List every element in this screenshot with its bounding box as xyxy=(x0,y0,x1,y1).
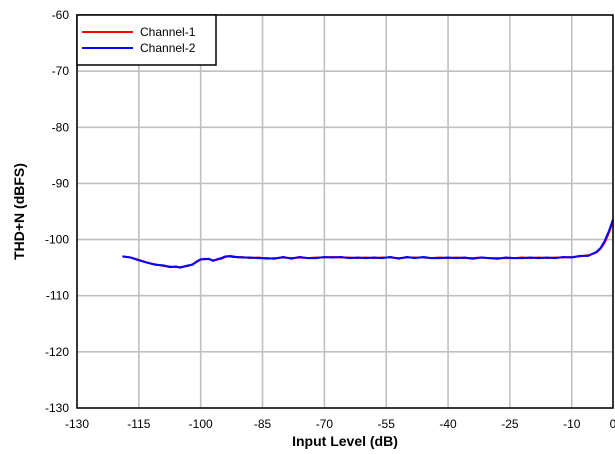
x-axis-ticks: -130 -115 -100 -85 -70 -55 -40 -25 -10 0 xyxy=(65,417,615,431)
y-tick-label: -100 xyxy=(45,233,69,247)
legend-label-channel-2: Channel-2 xyxy=(140,41,196,55)
x-tick-label: -85 xyxy=(254,417,272,431)
x-tick-label: -130 xyxy=(65,417,89,431)
x-tick-label: -55 xyxy=(378,417,396,431)
y-tick-label: -90 xyxy=(52,176,70,190)
y-axis-title: THD+N (dBFS) xyxy=(11,163,27,260)
y-tick-label: -70 xyxy=(52,64,70,78)
legend-box xyxy=(76,14,217,66)
x-tick-label: -100 xyxy=(189,417,213,431)
plot-background xyxy=(77,15,613,408)
x-tick-label: -25 xyxy=(501,417,519,431)
legend-label-channel-1: Channel-1 xyxy=(140,25,196,39)
y-tick-label: -80 xyxy=(52,120,70,134)
x-tick-label: -40 xyxy=(439,417,457,431)
y-tick-label: -120 xyxy=(45,345,69,359)
y-axis-ticks: -130 -120 -110 -100 -90 -80 -70 -60 xyxy=(45,8,69,415)
x-tick-label: 0 xyxy=(610,417,615,431)
series-group xyxy=(122,219,614,269)
legend: Channel-1 Channel-2 xyxy=(76,14,217,66)
y-tick-label: -110 xyxy=(46,289,69,303)
y-tick-label: -130 xyxy=(45,401,69,415)
x-tick-label: -70 xyxy=(316,417,334,431)
x-tick-label: -10 xyxy=(563,417,581,431)
plot-frame xyxy=(76,14,614,409)
x-tick-label: -115 xyxy=(127,417,150,431)
y-tick-label: -60 xyxy=(52,8,70,22)
x-axis-title: Input Level (dB) xyxy=(292,433,398,449)
series-line-channel-2 xyxy=(122,219,614,269)
